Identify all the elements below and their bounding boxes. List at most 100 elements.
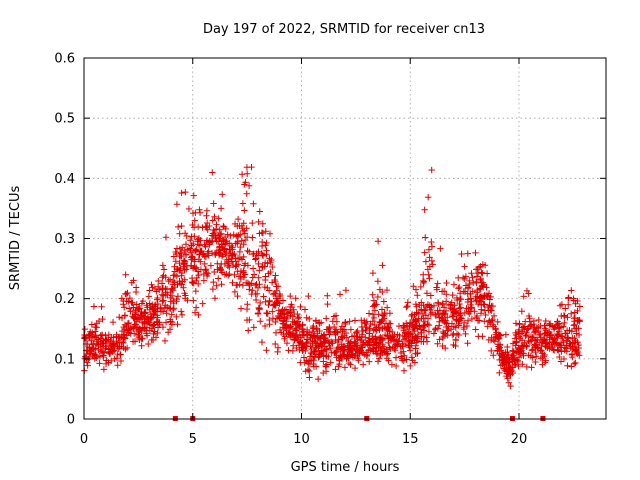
data-point — [449, 312, 456, 320]
data-point — [497, 362, 505, 369]
data-point — [267, 268, 274, 276]
data-point — [191, 233, 198, 240]
data-point — [376, 286, 384, 293]
data-point — [98, 335, 105, 342]
data-point — [314, 375, 322, 383]
data-point — [351, 317, 359, 324]
y-axis-ticks: 0 0.1 0.2 0.3 0.4 0.5 0.6 — [54, 52, 606, 428]
data-point — [455, 274, 462, 282]
data-point — [192, 304, 200, 311]
data-point — [136, 334, 143, 342]
data-point — [479, 333, 486, 340]
data-point — [478, 306, 485, 313]
data-point — [118, 295, 126, 302]
data-point — [154, 324, 162, 331]
data-point — [338, 323, 346, 330]
data-point — [173, 265, 181, 273]
data-point — [126, 294, 134, 302]
data-point — [521, 339, 528, 346]
data-point — [518, 308, 526, 315]
data-point — [450, 330, 457, 338]
data-point — [211, 295, 219, 302]
data-point — [188, 242, 195, 249]
data-point — [401, 332, 408, 340]
data-point — [452, 336, 459, 343]
data-point — [223, 240, 231, 247]
data-point — [143, 332, 151, 339]
data-point — [411, 359, 419, 366]
data-point — [138, 342, 145, 350]
data-point — [183, 232, 190, 240]
data-point — [326, 342, 333, 350]
data-point — [472, 326, 479, 333]
data-point — [384, 326, 391, 334]
data-point — [507, 368, 515, 375]
data-point — [443, 320, 450, 328]
data-point — [340, 346, 348, 353]
data-point — [424, 320, 431, 328]
data-point — [99, 315, 106, 323]
data-point — [466, 277, 473, 285]
x-tick-label: 5 — [189, 432, 197, 447]
data-point — [523, 363, 531, 371]
data-point — [217, 205, 225, 212]
data-point — [448, 299, 455, 306]
data-point — [125, 305, 133, 312]
data-point — [310, 356, 318, 364]
data-point — [439, 310, 446, 318]
data-point — [423, 290, 431, 297]
data-point — [306, 315, 313, 323]
data-point — [138, 308, 145, 316]
data-point — [377, 349, 385, 357]
data-point — [466, 310, 473, 318]
data-point — [369, 291, 376, 298]
data-point — [407, 362, 414, 370]
data-point — [404, 299, 412, 306]
data-point — [288, 301, 295, 308]
data-point — [243, 170, 251, 177]
data-point — [371, 307, 379, 314]
data-point — [287, 333, 294, 341]
data-point — [196, 206, 203, 213]
data-point — [434, 299, 442, 306]
data-point — [145, 340, 152, 348]
data-point — [218, 260, 225, 268]
data-point — [369, 303, 377, 310]
data-point — [194, 268, 202, 275]
data-point — [292, 295, 299, 302]
data-point — [449, 306, 457, 313]
x-tick-label: 0 — [80, 432, 88, 447]
data-point — [308, 332, 315, 339]
data-point — [250, 200, 257, 207]
data-point — [517, 348, 525, 355]
data-point — [513, 349, 520, 356]
data-point — [292, 333, 299, 340]
data-point — [424, 194, 432, 201]
data-point — [538, 342, 545, 350]
data-point — [549, 323, 557, 330]
data-point — [463, 322, 471, 330]
data-point — [191, 309, 199, 316]
data-point — [370, 314, 378, 322]
data-point — [502, 360, 509, 367]
data-point — [418, 333, 425, 340]
data-point — [215, 215, 222, 222]
y-tick-label: 0.5 — [54, 112, 75, 127]
data-point — [387, 345, 394, 353]
data-point — [216, 226, 223, 233]
data-point — [201, 260, 208, 268]
data-point — [461, 275, 468, 283]
data-point — [457, 304, 464, 311]
data-point — [414, 325, 421, 332]
data-point — [369, 347, 377, 355]
data-point — [390, 338, 398, 345]
data-point — [312, 344, 319, 351]
data-point — [266, 316, 273, 324]
data-point — [464, 250, 472, 257]
data-point — [526, 314, 533, 322]
data-point — [404, 330, 412, 337]
data-point — [402, 341, 410, 348]
data-point — [467, 290, 474, 298]
data-point — [405, 337, 412, 345]
x-tick-label: 15 — [402, 432, 419, 447]
